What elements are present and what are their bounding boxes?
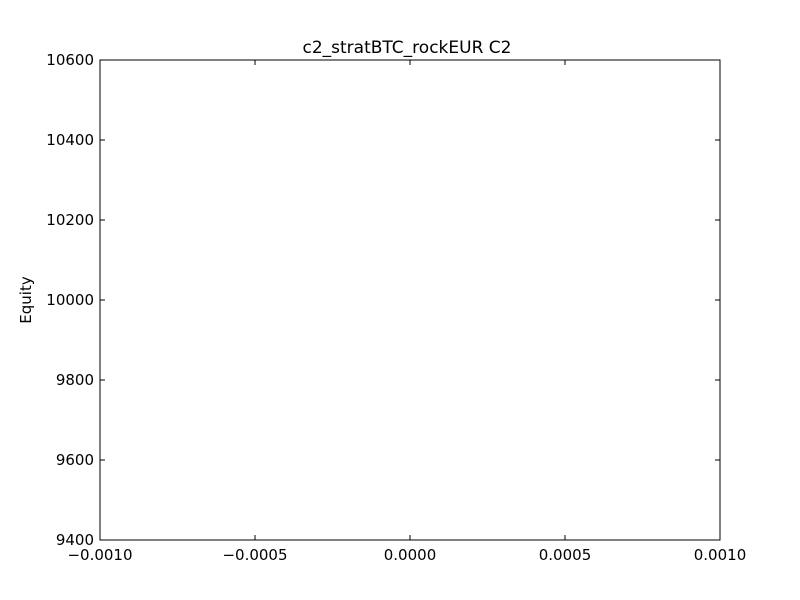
y-tick-label: 10400	[46, 131, 94, 149]
x-tick-label: 0.0000	[384, 546, 437, 564]
x-tick-label: 0.0010	[694, 546, 747, 564]
x-tick-label: −0.0005	[222, 546, 287, 564]
x-tick-label: −0.0010	[67, 546, 132, 564]
chart-title: c2_stratBTC_rockEUR C2	[303, 38, 512, 58]
y-tick-label: 9400	[56, 531, 94, 549]
y-tick-label: 10200	[46, 211, 94, 229]
y-tick-label: 9600	[56, 451, 94, 469]
y-tick-label: 10600	[46, 51, 94, 69]
x-axis-ticks: −0.0010 −0.0005 0.0000 0.0005 0.0010	[67, 60, 746, 564]
y-axis-ticks: 9400 9600 9800 10000 10200 10400 10600	[46, 51, 720, 549]
y-tick-label: 10000	[46, 291, 94, 309]
y-axis-label: Equity	[17, 276, 35, 324]
y-tick-label: 9800	[56, 371, 94, 389]
x-tick-label: 0.0005	[539, 546, 592, 564]
